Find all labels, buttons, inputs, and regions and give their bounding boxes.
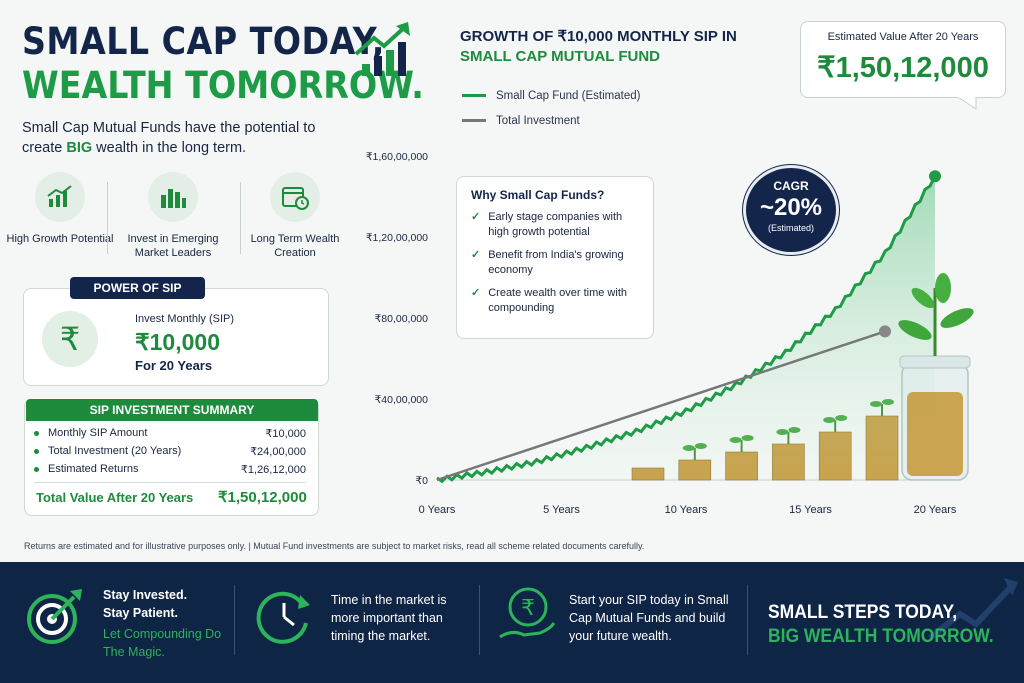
y-tick-label: ₹1,60,00,000 — [366, 151, 428, 163]
plant-leaf — [898, 320, 932, 340]
summary-total-value: ₹1,50,12,000 — [218, 489, 307, 506]
growth-arrow-icon — [354, 22, 410, 76]
why-item: ✓ Early stage companies with high growth … — [471, 211, 623, 238]
footer-tagline-line2: BIG WEALTH TOMORROW. — [768, 626, 994, 647]
y-tick-label: ₹80,00,000 — [375, 313, 429, 325]
chart-title-line1: GROWTH OF ₹10,000 MONTHLY SIP IN — [460, 28, 737, 45]
check-icon: ✓ — [471, 287, 481, 299]
feature-label: Invest in Emerging Market Leaders — [127, 233, 219, 259]
why-item: ✓ Create wealth over time with compoundin… — [471, 287, 627, 314]
callout-pointer — [958, 97, 977, 110]
x-tick-label: 10 Years — [665, 504, 708, 516]
y-tick-label: ₹1,20,00,000 — [366, 232, 428, 244]
fund-end-point — [929, 170, 941, 183]
target-icon — [27, 589, 82, 644]
plant-leaf — [940, 308, 974, 328]
hero-title-line1: SMALL CAP TODAY, — [22, 20, 385, 63]
feature-label: High Growth Potential — [6, 233, 114, 245]
fund-line — [436, 175, 937, 484]
footer-start-sip: Start your SIP today in Small Cap Mutual… — [569, 593, 729, 643]
summary-row: Estimated Returns ₹1,26,12,000 — [34, 463, 306, 476]
x-tick-label: 15 Years — [789, 504, 832, 516]
rupee-hand-icon: ₹ — [499, 587, 556, 639]
check-icon: ✓ — [471, 249, 481, 261]
legend-small-cap: Small Cap Fund (Estimated) — [462, 90, 640, 102]
chart-title-line2: SMALL CAP MUTUAL FUND — [460, 48, 660, 65]
fund-area — [437, 176, 935, 482]
feature-emerging-leaders: Invest in Emerging Market Leaders — [118, 172, 228, 260]
cagr-badge: CAGR ~20% (Estimated) — [743, 165, 839, 255]
clock-icon — [256, 591, 310, 644]
calendar-clock-icon — [270, 172, 320, 222]
y-tick-label: ₹40,00,000 — [375, 394, 429, 406]
growth-chart: ₹0 ₹40,00,000 ₹80,00,000 ₹1,20,00,000 ₹1,60,… — [366, 151, 974, 516]
x-tick-label: 5 Years — [543, 504, 580, 516]
sip-amount: ₹10,000 — [135, 329, 220, 355]
power-of-sip-label: POWER OF SIP — [70, 277, 205, 299]
svg-text:₹: ₹ — [521, 596, 535, 621]
summary-heading: SIP INVESTMENT SUMMARY — [26, 399, 318, 421]
estimate-value: ₹1,50,12,000 — [817, 52, 989, 84]
sip-monthly-label: Invest Monthly (SIP) — [135, 313, 235, 325]
jar-rim — [899, 355, 971, 369]
why-small-cap-box: Why Small Cap Funds? ✓ Early stage compan… — [456, 176, 654, 339]
hero-subtitle: Small Cap Mutual Funds have the potentia… — [22, 120, 316, 156]
cagr-value: ~20% — [759, 194, 823, 221]
growth-chart-icon — [35, 172, 85, 222]
estimate-label: Estimated Value After 20 Years — [827, 31, 979, 43]
feature-long-term: Long Term Wealth Creation — [240, 172, 350, 260]
feature-label: Long Term Wealth Creation — [250, 233, 340, 259]
jar-coins — [907, 392, 963, 476]
footer-compounding: Let Compounding Do The Magic. — [103, 627, 222, 659]
summary-row: Monthly SIP Amount ₹10,000 — [34, 427, 306, 440]
summary-row: Total Investment (20 Years) ₹24,00,000 — [34, 445, 306, 458]
disclaimer: Returns are estimated and for illustrati… — [24, 541, 645, 551]
cagr-note: (Estimated) — [767, 223, 814, 233]
investment-line — [436, 330, 886, 482]
why-item: ✓ Benefit from India's growing economy — [471, 249, 624, 276]
legend-total-investment: Total Investment — [462, 115, 580, 127]
plant-leaf — [935, 273, 951, 303]
footer-band — [0, 562, 1024, 683]
summary-total-label: Total Value After 20 Years — [36, 490, 194, 505]
y-tick-label: ₹0 — [415, 475, 428, 487]
footer-time-in-market: Time in the market is more important tha… — [331, 593, 447, 643]
footer-growth-arrow-icon — [928, 578, 1018, 641]
x-tick-label: 20 Years — [914, 504, 957, 516]
cagr-label: CAGR — [773, 179, 809, 193]
investment-end-point — [879, 325, 891, 338]
sip-duration: For 20 Years — [135, 358, 213, 373]
footer-stay-invested: Stay Invested. — [103, 588, 188, 602]
check-icon: ✓ — [471, 211, 481, 223]
rupee-icon: ₹ — [42, 311, 98, 367]
hero-title-line2: WEALTH TOMORROW. — [22, 64, 424, 107]
footer-stay-patient: Stay Patient. — [103, 606, 179, 620]
why-title: Why Small Cap Funds? — [471, 188, 605, 202]
big-highlight: BIG — [66, 140, 93, 156]
bar-chart-icon — [148, 172, 198, 222]
x-tick-label: 0 Years — [419, 504, 456, 516]
plant-leaf — [911, 287, 935, 309]
estimate-box: Estimated Value After 20 Years ₹1,50,12,… — [800, 21, 1006, 98]
feature-high-growth: High Growth Potential — [5, 172, 115, 246]
footer-tagline-line1: SMALL STEPS TODAY, — [768, 602, 958, 623]
